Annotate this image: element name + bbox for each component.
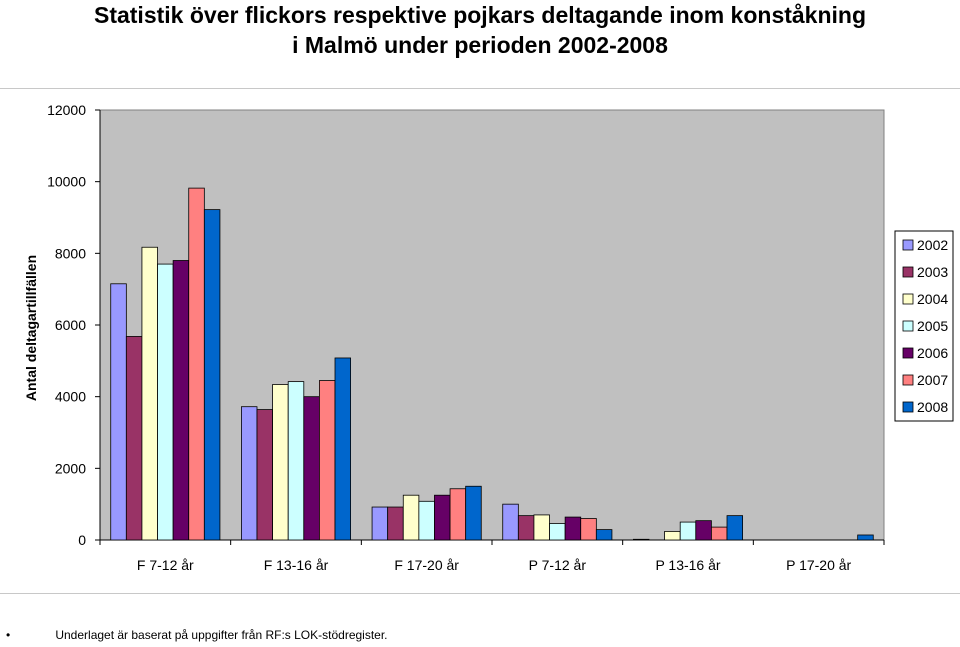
legend-label-2007: 2007 <box>917 372 948 388</box>
footnote: • Underlaget är baserat på uppgifter frå… <box>6 628 388 642</box>
bar-2007 <box>188 187 205 541</box>
x-category-label: F 17-20 år <box>394 557 459 573</box>
y-axis-title: Antal deltagartillfällen <box>23 255 39 401</box>
x-category-label: P 17-20 år <box>786 557 851 573</box>
bar-2002 <box>502 503 519 541</box>
bar-2002 <box>633 538 650 541</box>
bar-2006 <box>564 516 582 541</box>
plot-area <box>99 109 885 541</box>
bar-2004 <box>141 246 158 541</box>
y-tick-label: 6000 <box>55 317 86 333</box>
bar-2008 <box>857 534 874 541</box>
bar-2004 <box>533 514 550 541</box>
legend-swatch-2005 <box>902 320 914 332</box>
bar-2008 <box>726 515 744 541</box>
bar-2007 <box>580 518 597 541</box>
legend-swatch-2006 <box>902 347 914 359</box>
bar-2002 <box>371 506 389 541</box>
legend-swatch-2003 <box>902 266 914 278</box>
legend-swatch-2002 <box>902 239 914 251</box>
bar-2002 <box>240 406 258 541</box>
legend-label-2008: 2008 <box>917 399 948 415</box>
bar-2005 <box>157 263 174 541</box>
bar-2003 <box>256 409 274 541</box>
bar-2005 <box>418 500 435 541</box>
legend-label-2005: 2005 <box>917 318 948 334</box>
footnote-text: Underlaget är baserat på uppgifter från … <box>55 628 388 642</box>
bar-2004 <box>664 530 681 541</box>
bar-2004 <box>272 384 289 541</box>
bar-2008 <box>465 485 482 541</box>
bar-2007 <box>318 380 336 541</box>
bar-2008 <box>203 209 221 541</box>
y-tick-label: 0 <box>78 532 86 548</box>
legend-label-2002: 2002 <box>917 237 948 253</box>
bar-2005 <box>549 523 566 541</box>
bar-2006 <box>695 520 712 541</box>
bar-2005 <box>287 381 305 541</box>
bar-2005 <box>679 521 697 541</box>
legend-label-2003: 2003 <box>917 264 948 280</box>
chart-title: Statistik över flickors respektive pojka… <box>0 0 960 60</box>
bullet-icon: • <box>6 628 11 642</box>
legend-swatch-2007 <box>902 374 914 386</box>
chart-area: 0 2000 4000 6000 8000 10000 12000 Antal deltaga… <box>0 88 960 594</box>
y-tick-label: 12000 <box>47 102 86 118</box>
bar-2007 <box>449 488 467 541</box>
x-category-label: P 13-16 år <box>655 557 720 573</box>
y-tick-label: 2000 <box>55 460 86 476</box>
bar-2003 <box>125 336 143 541</box>
x-category-label: F 13-16 år <box>264 557 329 573</box>
bar-2004 <box>402 494 420 541</box>
bar-2006 <box>434 494 451 541</box>
legend-swatch-2008 <box>902 401 914 413</box>
bar-2003 <box>517 515 535 541</box>
bar-2008 <box>595 529 613 541</box>
legend-swatch-2004 <box>902 293 914 305</box>
bar-2006 <box>172 260 190 541</box>
y-tick-label: 8000 <box>55 245 86 261</box>
y-tick-label: 10000 <box>47 174 86 190</box>
bar-2007 <box>711 526 728 541</box>
y-tick-label: 4000 <box>55 389 86 405</box>
bar-2003 <box>387 506 404 541</box>
bar-chart: 0 2000 4000 6000 8000 10000 12000 Antal deltaga… <box>23 102 954 573</box>
title-line-2: i Malmö under perioden 2002-2008 <box>292 32 668 58</box>
legend-label-2004: 2004 <box>917 291 948 307</box>
x-category-label: F 7-12 år <box>137 557 194 573</box>
title-line-1: Statistik över flickors respektive pojka… <box>93 2 867 28</box>
bar-2002 <box>110 283 127 541</box>
x-category-label: P 7-12 år <box>529 557 587 573</box>
bar-2008 <box>334 357 352 541</box>
legend-label-2006: 2006 <box>917 345 948 361</box>
bar-2006 <box>303 396 320 541</box>
